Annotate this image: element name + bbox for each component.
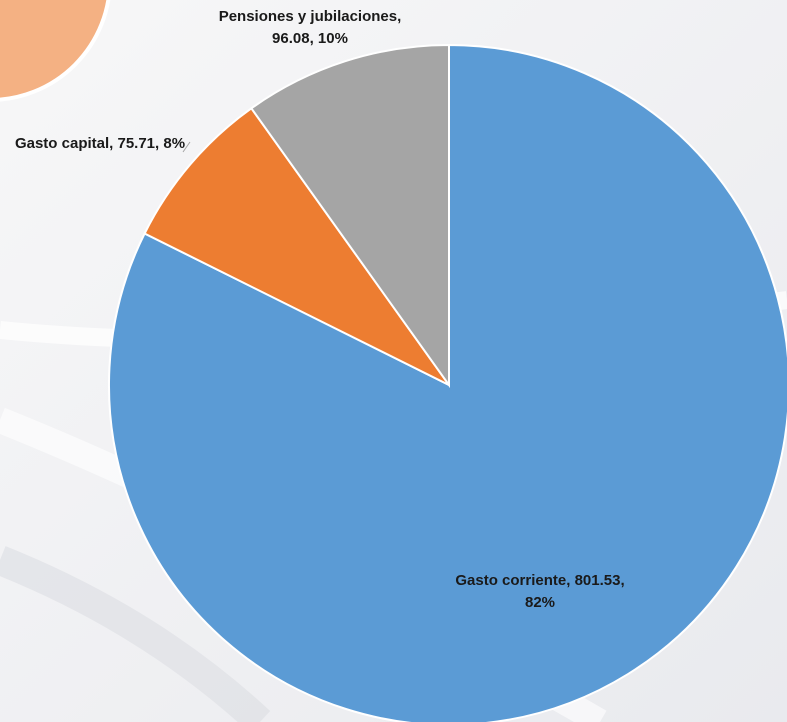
label-box: Pensiones y jubilaciones, 96.08, 10% bbox=[218, 8, 402, 47]
data-label: Gasto capital, 75.71, 8% bbox=[14, 135, 186, 152]
label-box: Gasto capital, 75.71, 8% bbox=[14, 135, 186, 152]
leader-line bbox=[182, 141, 191, 153]
label-box: Gasto corriente, 801.53, 82% bbox=[455, 572, 625, 611]
pie-slice bbox=[108, 43, 787, 722]
pie-slice bbox=[249, 43, 450, 389]
data-label: Gasto corriente, 801.53, 82% bbox=[455, 572, 625, 611]
pie-slice bbox=[143, 106, 450, 386]
pie bbox=[108, 43, 787, 722]
data-label: Pensiones y jubilaciones, 96.08, 10% bbox=[218, 8, 402, 47]
decor-circle bbox=[0, 0, 111, 102]
decor-swoosh bbox=[0, 546, 271, 722]
